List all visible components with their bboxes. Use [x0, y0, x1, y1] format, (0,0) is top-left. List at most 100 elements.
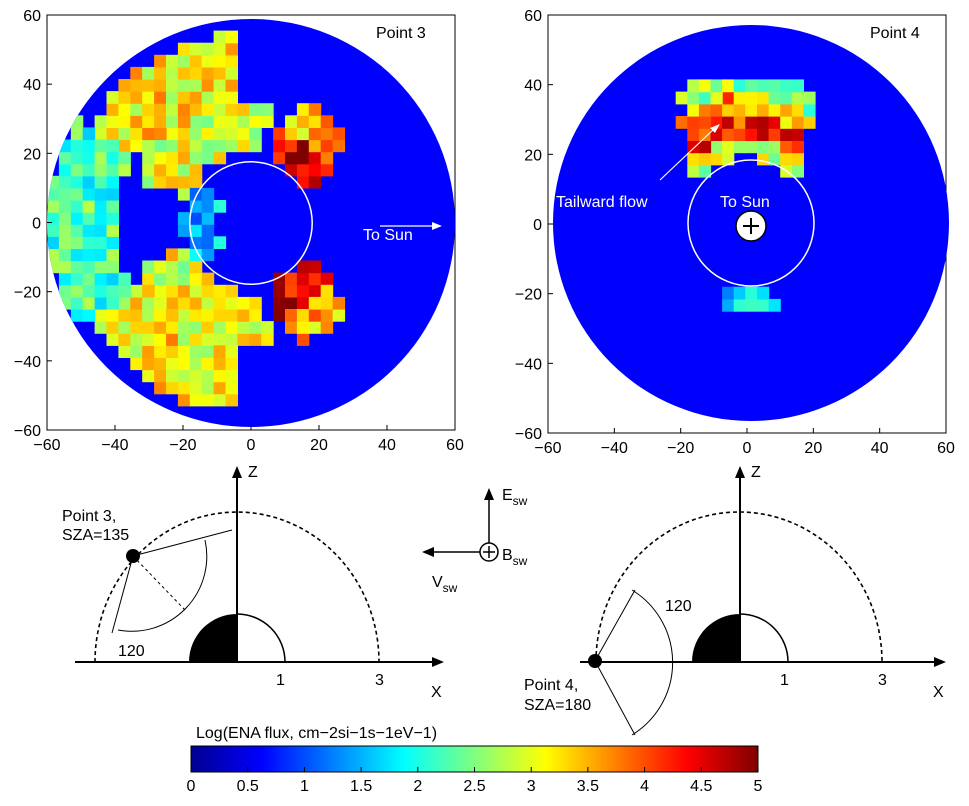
point3-flux-cell [70, 212, 84, 225]
point3-flux-cell [106, 212, 119, 225]
point3-flux-cell [94, 260, 108, 274]
point3-flux-cell [285, 139, 298, 153]
point3-flux-cell [177, 139, 191, 153]
point4-y-tick-label: 60 [524, 8, 542, 25]
point3-flux-cell [130, 103, 143, 116]
point3-flux-cell [130, 345, 143, 358]
point3-flux-cell [285, 296, 298, 310]
point3-flux-cell [177, 115, 191, 128]
point3-flux-cell [130, 309, 143, 322]
point3-flux-cell [201, 187, 215, 201]
point4-flux-cell [757, 91, 770, 105]
point3-flux-cell [154, 333, 167, 346]
point3-flux-cell [213, 42, 227, 56]
geo-left-z-label: Z [248, 464, 258, 481]
point3-flux-cell [130, 115, 143, 128]
point3-flux-cell [308, 284, 322, 298]
point3-flux-cell [70, 139, 84, 153]
point3-flux-cell [166, 54, 179, 68]
point4-x-tick-label: −60 [534, 440, 561, 457]
point3-flux-cell [285, 151, 298, 165]
point3-flux-cell [82, 139, 96, 153]
point3-flux-cell [225, 369, 238, 383]
point4-flux-cell [780, 152, 793, 166]
point4-flux-cell [698, 91, 712, 105]
point4-flux-cell [687, 91, 700, 105]
point3-flux-cell [273, 139, 286, 153]
point3-flux-cell [225, 127, 238, 141]
point3-flux-cell [154, 296, 167, 310]
point3-flux-cell [94, 284, 108, 298]
point3-flux-cell [166, 103, 179, 116]
point4-flux-cell [780, 140, 793, 154]
point4-flux-cell [757, 116, 770, 129]
point3-flux-cell [154, 369, 167, 383]
point4-flux-cell [745, 103, 758, 117]
point3-flux-cell [118, 115, 131, 128]
point3-flux-cell [237, 333, 250, 346]
point3-flux-cell [177, 248, 191, 262]
point3-flux-cell [118, 272, 131, 286]
point3-flux-cell [213, 127, 227, 141]
point3-flux-cell [130, 79, 143, 92]
point3-flux-cell [47, 187, 60, 201]
point4-flux-cell [745, 79, 758, 93]
point4-flux-cell [791, 91, 804, 105]
geo-left-earth-day [236, 613, 286, 663]
point3-flux-cell [213, 115, 227, 128]
point3-x-tick-label: 60 [446, 437, 464, 454]
point4-flux-cell [687, 116, 700, 129]
geo-left-tick-1: 1 [276, 672, 285, 689]
point3-flux-cell [249, 321, 262, 334]
point3-flux-cell [106, 115, 119, 128]
point4-flux-cell [745, 91, 758, 105]
geo-left-x-arrowhead [432, 657, 444, 667]
point3-flux-cell [285, 115, 298, 128]
point3-y-tick-label: −60 [14, 423, 41, 440]
point3-flux-cell [82, 187, 96, 201]
point3-flux-cell [130, 139, 143, 153]
point3-flux-cell [249, 115, 262, 128]
point3-flux-cell [320, 163, 334, 177]
point3-flux-cell [201, 284, 215, 298]
geo-right-z-arrowhead [735, 466, 745, 478]
point4-flux-cell [791, 140, 804, 154]
point3-flux-cell [154, 91, 167, 104]
point4-flux-cell [768, 298, 781, 312]
point3-flux-cell [213, 309, 227, 322]
point3-flux-cell [166, 66, 179, 80]
point3-flux-cell [70, 309, 84, 322]
point3-flux-cell [47, 224, 60, 237]
point4-flux-cell [803, 91, 816, 105]
geo-left-tick-3: 3 [375, 672, 384, 689]
point4-flux-cell [698, 152, 712, 166]
point3-flux-cell [154, 260, 167, 274]
point4-flux-cell [733, 128, 746, 141]
point3-flux-cell [177, 345, 191, 358]
point3-flux-cell [166, 321, 179, 334]
geo-right-point-label: Point 4, [524, 677, 578, 694]
point3-y-tick-label: 0 [32, 216, 41, 233]
point3-flux-cell [106, 200, 119, 213]
geo-right-sza-label: SZA=180 [524, 697, 591, 714]
point4-flux-cell [791, 116, 804, 129]
point3-flux-cell [177, 175, 191, 189]
point4-x-tick-label: 60 [937, 440, 955, 457]
geo-right-x-label: X [933, 684, 944, 701]
point3-flux-cell [296, 333, 310, 346]
point4-flux-cell [698, 79, 712, 93]
point3-flux-cell [82, 272, 96, 286]
point3-flux-cell [225, 345, 238, 358]
point4-flux-cell [698, 116, 712, 129]
colorbar-tick-label: 0.5 [237, 778, 259, 795]
point3-flux-cell [106, 236, 119, 249]
point3-flux-cell [166, 175, 179, 189]
point3-flux-cell [201, 115, 215, 128]
point4-x-tick-label: −20 [667, 440, 694, 457]
point3-flux-cell [118, 163, 131, 177]
point3-flux-cell [320, 284, 334, 298]
point3-y-tick-label: 20 [23, 146, 41, 163]
point3-flux-cell [332, 309, 346, 322]
point3-flux-cell [189, 272, 203, 286]
